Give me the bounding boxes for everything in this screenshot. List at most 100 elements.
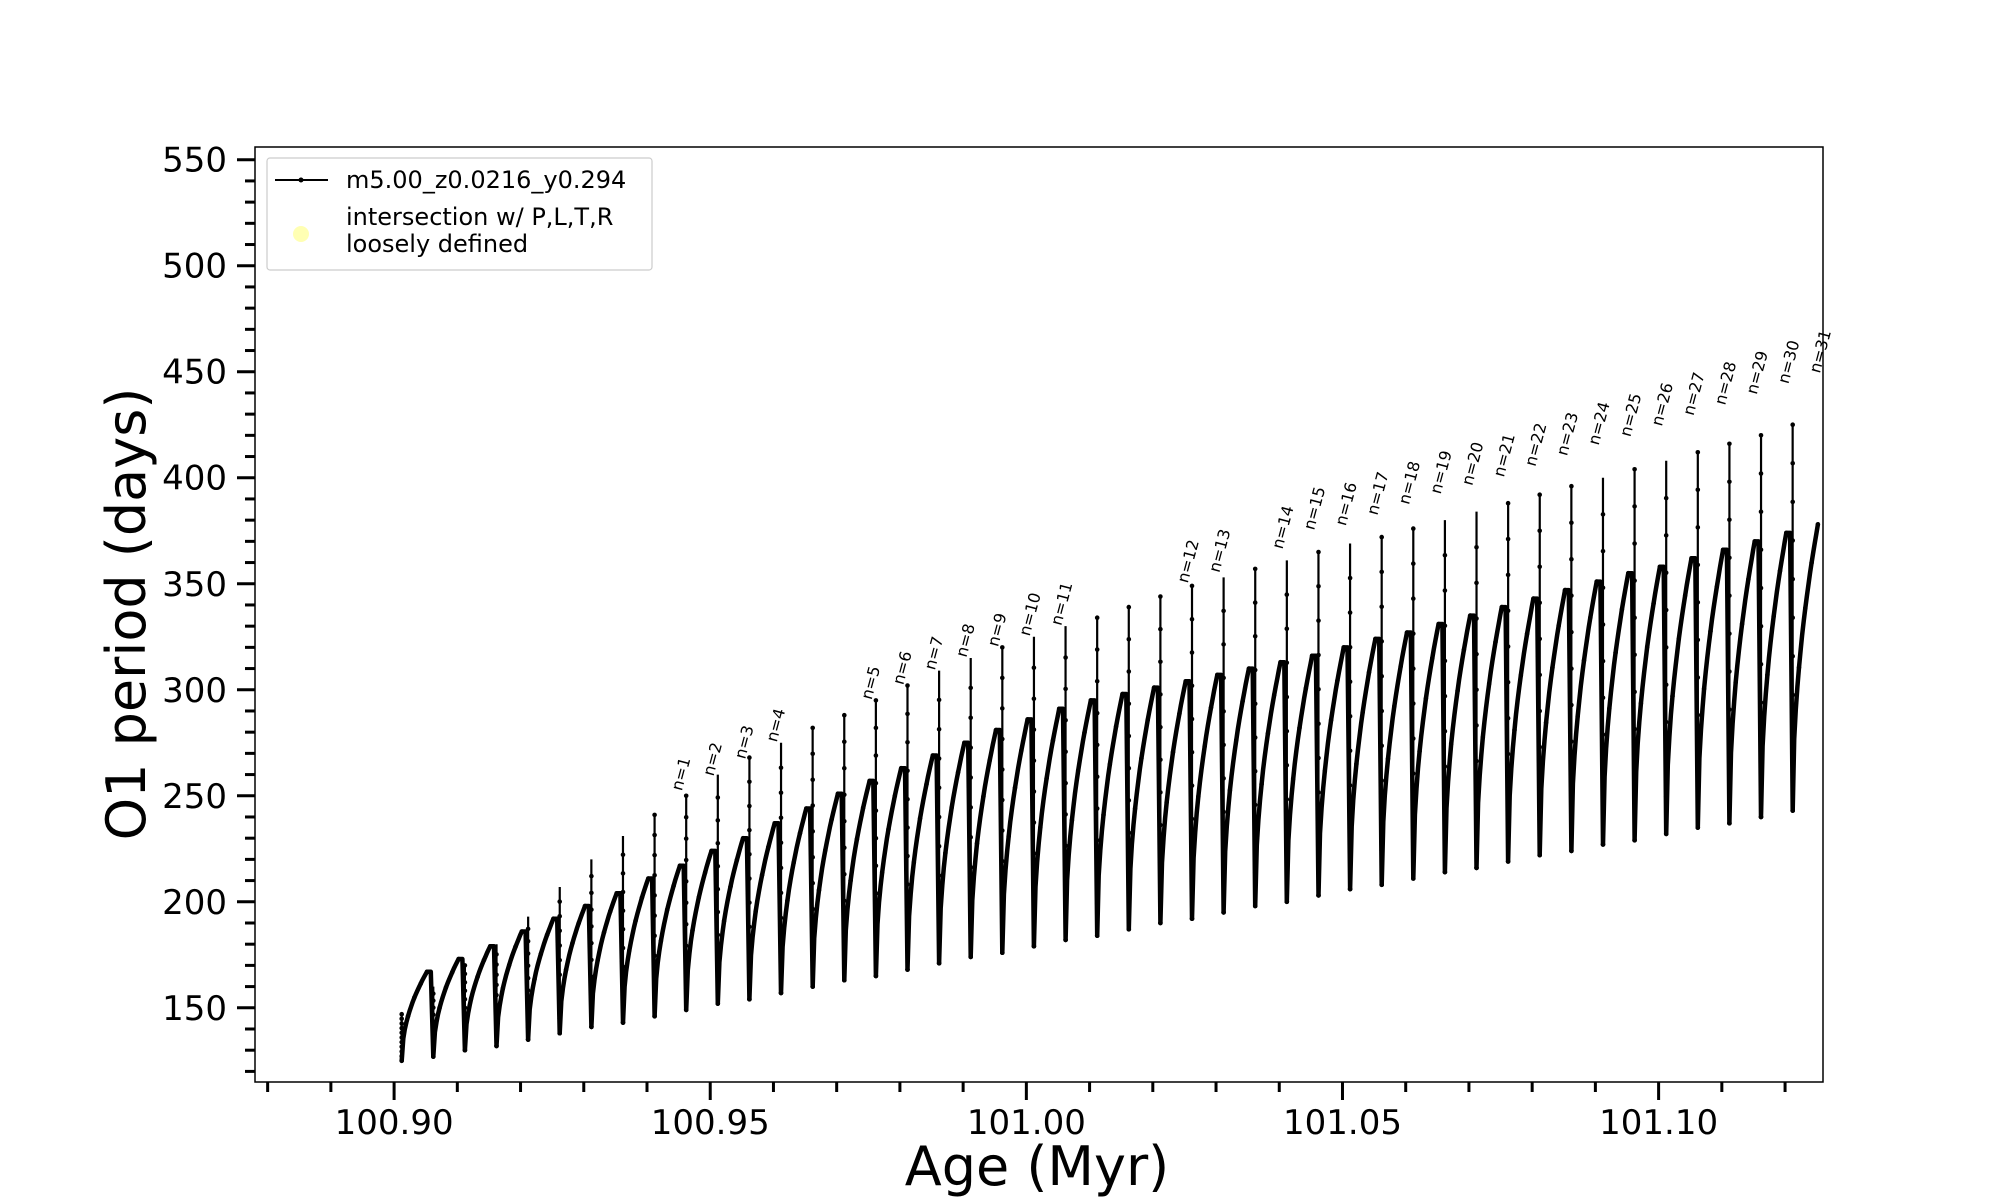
series-point <box>1663 682 1669 687</box>
series-point <box>1252 566 1258 572</box>
series-point <box>1695 750 1701 755</box>
series-point <box>582 903 588 909</box>
series-point <box>1600 585 1606 591</box>
series-point <box>898 765 904 771</box>
series-point <box>1126 830 1132 835</box>
series-point <box>1569 702 1574 708</box>
series-point <box>1651 601 1656 606</box>
series-point <box>1474 865 1479 871</box>
series-point <box>652 993 657 999</box>
series-point <box>1569 520 1574 525</box>
series-point <box>924 781 929 787</box>
series-point <box>936 873 942 878</box>
series-point <box>1663 645 1669 650</box>
series-point <box>1259 781 1264 787</box>
series-point <box>1031 758 1037 763</box>
series-point <box>1550 665 1555 670</box>
series-point <box>1208 705 1214 710</box>
series-point <box>1632 652 1637 658</box>
series-point <box>1284 762 1290 768</box>
series-point <box>475 974 480 979</box>
series-point <box>1474 616 1479 621</box>
series-point <box>1158 757 1163 762</box>
series-point <box>1126 765 1132 771</box>
x-tick-label-101.10: 101.10 <box>1599 1103 1718 1143</box>
series-point <box>456 956 461 962</box>
series-point <box>1063 906 1068 911</box>
series-point <box>873 753 879 758</box>
series-point <box>646 876 651 881</box>
series-point <box>462 1014 468 1019</box>
series-point <box>1221 876 1226 882</box>
series-point <box>715 841 721 846</box>
series-point <box>1158 724 1163 730</box>
series-point <box>1025 717 1030 722</box>
series-point <box>1442 869 1448 875</box>
series-point <box>936 697 942 703</box>
series-point <box>1632 838 1637 843</box>
series-point <box>399 1011 405 1017</box>
series-point <box>1537 672 1542 678</box>
series-point <box>1657 564 1663 570</box>
series-point <box>835 791 841 796</box>
annotation-n=1: n=1 <box>667 755 694 793</box>
series-point <box>747 997 752 1002</box>
series-point <box>683 814 689 820</box>
series-point <box>1000 950 1005 955</box>
series-point <box>968 954 973 960</box>
series-point <box>494 1002 499 1008</box>
y-tick-label-400: 400 <box>162 459 227 499</box>
series-point <box>1189 583 1195 589</box>
series-point <box>936 843 942 849</box>
series-point <box>810 829 815 834</box>
series-point <box>1474 687 1479 693</box>
series-point <box>778 890 784 896</box>
series-point <box>1379 813 1384 818</box>
series-point <box>1031 665 1037 670</box>
y-tick-label-200: 200 <box>162 883 227 923</box>
series-point <box>1809 560 1814 565</box>
series-point <box>1000 797 1005 803</box>
legend-entry-intersection-line1: intersection w/ P,L,T,R <box>346 203 613 231</box>
annotation-n=15: n=15 <box>1300 485 1330 532</box>
series-point <box>860 805 866 810</box>
series-point <box>1379 708 1384 714</box>
series-point <box>1063 937 1068 943</box>
series-point <box>1790 422 1795 428</box>
series-point <box>842 712 847 718</box>
series-point <box>968 805 973 810</box>
legend-entry-intersection-line2: loosely defined <box>346 230 528 258</box>
series-point <box>936 902 942 908</box>
series-point <box>1682 592 1688 598</box>
series-point <box>1442 693 1448 699</box>
series-point <box>1189 783 1195 788</box>
series-point <box>873 725 879 731</box>
series-point <box>557 1001 562 1007</box>
series-point <box>1347 714 1353 719</box>
series-point <box>1556 623 1561 628</box>
series-point <box>683 964 689 970</box>
series-point <box>557 1030 562 1036</box>
series-point <box>1727 707 1732 712</box>
annotation-n=6: n=6 <box>889 649 916 687</box>
series-point <box>740 835 746 841</box>
series-point <box>905 910 910 916</box>
series-point <box>791 860 796 865</box>
series-line-m5.00 <box>399 522 1821 1061</box>
series-point <box>1221 843 1226 848</box>
series-point <box>1632 763 1637 769</box>
series-point <box>1316 652 1321 658</box>
series-point <box>1632 615 1637 620</box>
series-point <box>1316 549 1321 555</box>
series-point <box>1663 495 1669 501</box>
series-point <box>1284 694 1290 700</box>
series-point <box>842 898 847 903</box>
series-point <box>943 850 948 856</box>
series-point <box>1752 539 1757 544</box>
series-point <box>1221 709 1226 714</box>
series-point <box>804 806 809 811</box>
series-point <box>399 1021 405 1026</box>
series-point <box>1183 679 1188 684</box>
series-point <box>1632 800 1637 806</box>
series-point <box>399 1049 405 1054</box>
